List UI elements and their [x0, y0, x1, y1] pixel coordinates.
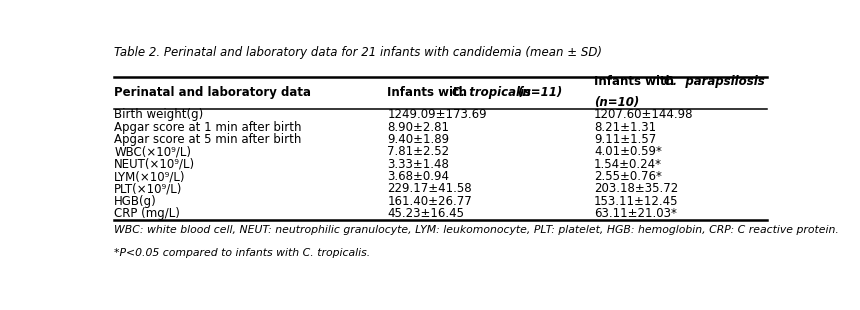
- Text: 161.40±26.77: 161.40±26.77: [387, 195, 472, 208]
- Text: CRP (mg/L): CRP (mg/L): [114, 207, 180, 220]
- Text: PLT(×10⁹/L): PLT(×10⁹/L): [114, 183, 182, 196]
- Text: 153.11±12.45: 153.11±12.45: [594, 195, 679, 208]
- Text: 2.55±0.76*: 2.55±0.76*: [594, 170, 662, 183]
- Text: Apgar score at 1 min after birth: Apgar score at 1 min after birth: [114, 121, 302, 134]
- Text: C. tropicalis: C. tropicalis: [452, 86, 531, 99]
- Text: (n=10): (n=10): [594, 96, 639, 109]
- Text: 7.81±2.52: 7.81±2.52: [387, 145, 450, 158]
- Text: NEUT(×10⁹/L): NEUT(×10⁹/L): [114, 158, 195, 171]
- Text: 3.33±1.48: 3.33±1.48: [387, 158, 449, 171]
- Text: Infants with: Infants with: [594, 75, 682, 88]
- Text: HGB(g): HGB(g): [114, 195, 157, 208]
- Text: 8.90±2.81: 8.90±2.81: [387, 121, 450, 134]
- Text: 8.21±1.31: 8.21±1.31: [594, 121, 656, 134]
- Text: 229.17±41.58: 229.17±41.58: [387, 183, 472, 196]
- Text: 3.68±0.94: 3.68±0.94: [387, 170, 450, 183]
- Text: 9.40±1.89: 9.40±1.89: [387, 133, 450, 146]
- Text: 63.11±21.03*: 63.11±21.03*: [594, 207, 677, 220]
- Text: 9.11±1.57: 9.11±1.57: [594, 133, 656, 146]
- Text: 203.18±35.72: 203.18±35.72: [594, 183, 679, 196]
- Text: WBC(×10⁹/L): WBC(×10⁹/L): [114, 145, 191, 158]
- Text: 4.01±0.59*: 4.01±0.59*: [594, 145, 662, 158]
- Text: Table 2. Perinatal and laboratory data for 21 infants with candidemia (mean ± SD: Table 2. Perinatal and laboratory data f…: [114, 46, 602, 59]
- Text: Birth weight(g): Birth weight(g): [114, 108, 204, 122]
- Text: WBC: white blood cell, NEUT: neutrophilic granulocyte, LYM: leukomonocyte, PLT: : WBC: white blood cell, NEUT: neutrophili…: [114, 224, 839, 235]
- Text: 1.54±0.24*: 1.54±0.24*: [594, 158, 662, 171]
- Text: *P<0.05 compared to infants with C. tropicalis.: *P<0.05 compared to infants with C. trop…: [114, 248, 371, 259]
- Text: 45.23±16.45: 45.23±16.45: [387, 207, 464, 220]
- Text: 1249.09±173.69: 1249.09±173.69: [387, 108, 487, 122]
- Text: C.  parapsilosis: C. parapsilosis: [664, 75, 765, 88]
- Text: (n=11): (n=11): [518, 86, 562, 99]
- Text: Apgar score at 5 min after birth: Apgar score at 5 min after birth: [114, 133, 302, 146]
- Text: Infants with: Infants with: [387, 86, 471, 99]
- Text: LYM(×10⁹/L): LYM(×10⁹/L): [114, 170, 186, 183]
- Text: Perinatal and laboratory data: Perinatal and laboratory data: [114, 86, 311, 99]
- Text: 1207.60±144.98: 1207.60±144.98: [594, 108, 693, 122]
